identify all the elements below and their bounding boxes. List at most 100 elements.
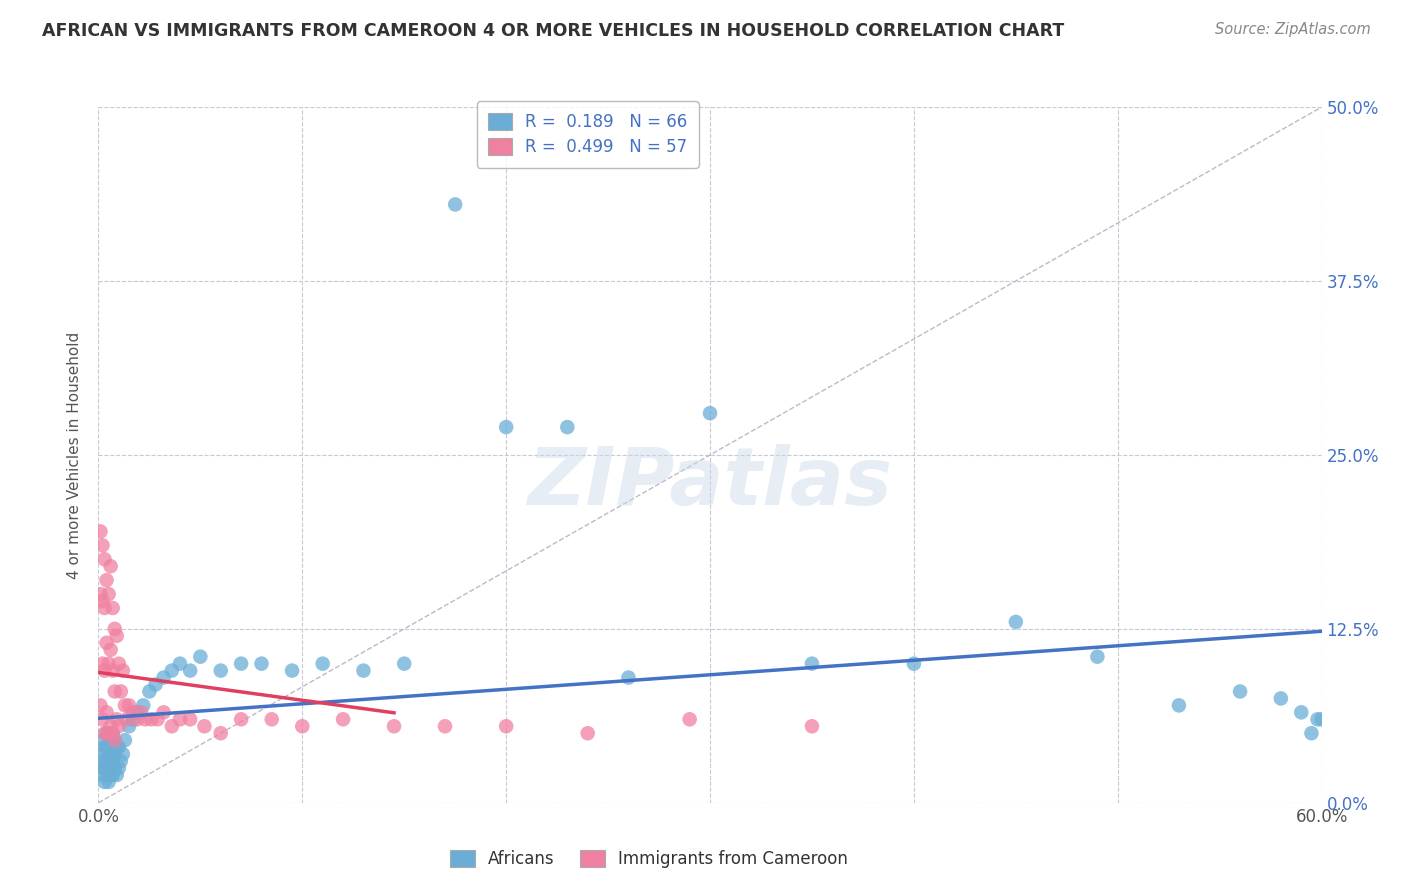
- Point: [132, 698, 155, 713]
- Point: [101, 726, 124, 740]
- Point: [89, 698, 111, 713]
- Point: [127, 706, 149, 720]
- Point: [104, 747, 127, 761]
- Point: [699, 406, 721, 420]
- Point: [100, 768, 122, 782]
- Point: [209, 726, 232, 740]
- Point: [89, 768, 111, 782]
- Point: [104, 622, 127, 636]
- Point: [129, 706, 152, 720]
- Point: [104, 761, 127, 775]
- Point: [108, 657, 131, 671]
- Point: [91, 594, 114, 608]
- Point: [1004, 615, 1026, 629]
- Point: [93, 740, 115, 755]
- Point: [557, 420, 579, 434]
- Point: [1085, 649, 1108, 664]
- Point: [93, 726, 115, 740]
- Point: [96, 636, 118, 650]
- Point: [104, 684, 127, 698]
- Point: [801, 719, 824, 733]
- Point: [118, 719, 141, 733]
- Point: [122, 712, 145, 726]
- Legend: Africans, Immigrants from Cameroon: Africans, Immigrants from Cameroon: [443, 843, 855, 874]
- Point: [93, 761, 115, 775]
- Point: [495, 719, 517, 733]
- Point: [100, 754, 122, 768]
- Point: [100, 642, 122, 657]
- Point: [1310, 712, 1333, 726]
- Point: [104, 733, 127, 747]
- Point: [89, 524, 111, 539]
- Point: [188, 649, 212, 664]
- Point: [101, 768, 124, 782]
- Point: [382, 719, 405, 733]
- Point: [91, 657, 114, 671]
- Point: [1291, 706, 1313, 720]
- Point: [801, 657, 824, 671]
- Point: [444, 197, 467, 211]
- Point: [160, 719, 183, 733]
- Point: [352, 664, 374, 678]
- Point: [111, 747, 134, 761]
- Point: [96, 740, 118, 755]
- Point: [96, 706, 118, 720]
- Point: [169, 657, 191, 671]
- Point: [97, 587, 120, 601]
- Point: [105, 629, 128, 643]
- Point: [576, 726, 599, 740]
- Point: [108, 761, 131, 775]
- Point: [332, 712, 354, 726]
- Point: [231, 712, 253, 726]
- Point: [96, 726, 118, 740]
- Point: [93, 775, 115, 789]
- Point: [152, 671, 174, 685]
- Point: [114, 733, 136, 747]
- Point: [1306, 712, 1329, 726]
- Point: [91, 733, 114, 747]
- Point: [97, 726, 120, 740]
- Point: [97, 657, 120, 671]
- Point: [679, 712, 702, 726]
- Point: [108, 719, 131, 733]
- Point: [110, 754, 132, 768]
- Point: [495, 420, 517, 434]
- Point: [392, 657, 416, 671]
- Point: [122, 706, 145, 720]
- Point: [93, 552, 115, 566]
- Point: [91, 538, 114, 552]
- Point: [89, 754, 111, 768]
- Point: [105, 712, 128, 726]
- Point: [1301, 726, 1323, 740]
- Point: [93, 664, 115, 678]
- Point: [91, 747, 114, 761]
- Point: [291, 719, 314, 733]
- Point: [160, 664, 183, 678]
- Point: [101, 754, 124, 768]
- Point: [145, 677, 167, 691]
- Point: [1270, 691, 1292, 706]
- Point: [617, 671, 640, 685]
- Point: [118, 698, 141, 713]
- Point: [1167, 698, 1189, 713]
- Point: [100, 733, 122, 747]
- Point: [231, 657, 253, 671]
- Point: [101, 664, 124, 678]
- Point: [105, 768, 128, 782]
- Point: [903, 657, 925, 671]
- Point: [312, 657, 335, 671]
- Point: [1229, 684, 1251, 698]
- Point: [97, 747, 120, 761]
- Point: [146, 712, 169, 726]
- Point: [127, 712, 149, 726]
- Point: [97, 726, 120, 740]
- Point: [114, 698, 136, 713]
- Point: [193, 719, 215, 733]
- Point: [281, 664, 304, 678]
- Point: [138, 684, 160, 698]
- Point: [96, 754, 118, 768]
- Point: [89, 587, 111, 601]
- Point: [101, 726, 124, 740]
- Point: [111, 664, 134, 678]
- Point: [96, 573, 118, 587]
